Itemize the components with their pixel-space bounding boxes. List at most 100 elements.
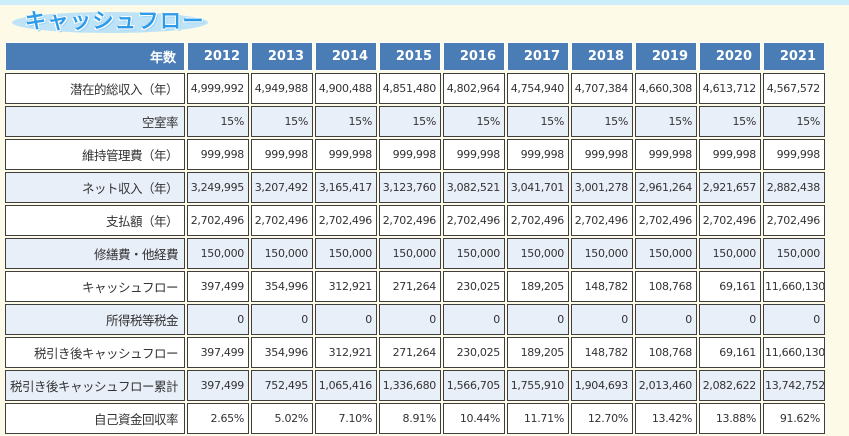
row-label: 所得税等税金 <box>5 304 185 335</box>
table-row: 税引き後キャッシュフロー累計 397,499 752,495 1,065,416 1,3… <box>5 370 825 401</box>
year-header-cell: 2018 <box>571 42 633 71</box>
value-cell: 150,000 <box>635 238 697 269</box>
value-cell: 15% <box>251 106 313 137</box>
value-cell: 1,755,910 <box>507 370 569 401</box>
value-cell: 13.88% <box>699 403 761 434</box>
value-cell: 0 <box>763 304 825 335</box>
value-cell: 2,961,264 <box>635 172 697 203</box>
value-cell: 69,161 <box>699 337 761 368</box>
row-label: 潜在的総収入（年） <box>5 73 185 104</box>
value-cell: 354,996 <box>251 271 313 302</box>
value-cell: 150,000 <box>187 238 249 269</box>
cashflow-table: 年数 2012 2013 2014 2015 2016 2017 2018 2019 2020 2… <box>3 40 827 436</box>
page-title: キャッシュフロー <box>12 4 242 36</box>
table-body: 潜在的総収入（年） 4,999,992 4,949,988 4,900,488 4,85… <box>5 73 825 434</box>
row-label: ネット収入（年） <box>5 172 185 203</box>
value-cell: 999,998 <box>635 139 697 170</box>
table-row: 修繕費・他経費 150,000 150,000 150,000 150,000 150,0… <box>5 238 825 269</box>
value-cell: 15% <box>443 106 505 137</box>
value-cell: 3,001,278 <box>571 172 633 203</box>
row-label: キャッシュフロー <box>5 271 185 302</box>
value-cell: 2,702,496 <box>699 205 761 236</box>
value-cell: 15% <box>763 106 825 137</box>
value-cell: 11,660,130 <box>763 271 825 302</box>
value-cell: 271,264 <box>379 337 441 368</box>
value-cell: 10.44% <box>443 403 505 434</box>
value-cell: 999,998 <box>187 139 249 170</box>
value-cell: 150,000 <box>763 238 825 269</box>
value-cell: 2,702,496 <box>251 205 313 236</box>
value-cell: 11,660,130 <box>763 337 825 368</box>
year-header-cell: 2014 <box>315 42 377 71</box>
value-cell: 0 <box>443 304 505 335</box>
year-header-cell: 2015 <box>379 42 441 71</box>
value-cell: 2,702,496 <box>507 205 569 236</box>
table-header-row: 年数 2012 2013 2014 2015 2016 2017 2018 2019 2020 2… <box>5 42 825 71</box>
value-cell: 4,613,712 <box>699 73 761 104</box>
value-cell: 999,998 <box>571 139 633 170</box>
value-cell: 2,702,496 <box>187 205 249 236</box>
value-cell: 4,851,480 <box>379 73 441 104</box>
value-cell: 7.10% <box>315 403 377 434</box>
value-cell: 3,249,995 <box>187 172 249 203</box>
value-cell: 12.70% <box>571 403 633 434</box>
value-cell: 3,207,492 <box>251 172 313 203</box>
value-cell: 189,205 <box>507 337 569 368</box>
value-cell: 3,082,521 <box>443 172 505 203</box>
table-row: 自己資金回収率 2.65% 5.02% 7.10% 8.91% 10.44% 11.71% 1… <box>5 403 825 434</box>
value-cell: 150,000 <box>315 238 377 269</box>
page-title-text: キャッシュフロー <box>25 9 205 33</box>
value-cell: 2,702,496 <box>635 205 697 236</box>
value-cell: 13.42% <box>635 403 697 434</box>
value-cell: 2,702,496 <box>315 205 377 236</box>
value-cell: 150,000 <box>699 238 761 269</box>
value-cell: 2,082,622 <box>699 370 761 401</box>
row-label: 維持管理費（年） <box>5 139 185 170</box>
year-header-cell: 2016 <box>443 42 505 71</box>
value-cell: 15% <box>699 106 761 137</box>
value-cell: 0 <box>379 304 441 335</box>
value-cell: 150,000 <box>443 238 505 269</box>
value-cell: 752,495 <box>251 370 313 401</box>
row-label: 税引き後キャッシュフロー <box>5 337 185 368</box>
value-cell: 230,025 <box>443 271 505 302</box>
value-cell: 148,782 <box>571 337 633 368</box>
value-cell: 15% <box>315 106 377 137</box>
value-cell: 148,782 <box>571 271 633 302</box>
value-cell: 4,707,384 <box>571 73 633 104</box>
top-accent-strip <box>0 0 849 5</box>
value-cell: 0 <box>507 304 569 335</box>
year-header-cell: 2019 <box>635 42 697 71</box>
value-cell: 999,998 <box>379 139 441 170</box>
value-cell: 2,882,438 <box>763 172 825 203</box>
value-cell: 2,702,496 <box>571 205 633 236</box>
table-row: 所得税等税金 0 0 0 0 0 0 0 0 0 0 <box>5 304 825 335</box>
value-cell: 8.91% <box>379 403 441 434</box>
value-cell: 354,996 <box>251 337 313 368</box>
table-row: キャッシュフロー 397,499 354,996 312,921 271,264 230,… <box>5 271 825 302</box>
table-row: ネット収入（年） 3,249,995 3,207,492 3,165,417 3,123… <box>5 172 825 203</box>
value-cell: 397,499 <box>187 337 249 368</box>
value-cell: 91.62% <box>763 403 825 434</box>
value-cell: 2,702,496 <box>443 205 505 236</box>
value-cell: 3,041,701 <box>507 172 569 203</box>
row-label: 支払額（年） <box>5 205 185 236</box>
value-cell: 150,000 <box>507 238 569 269</box>
value-cell: 2,702,496 <box>763 205 825 236</box>
row-label: 空室率 <box>5 106 185 137</box>
value-cell: 999,998 <box>699 139 761 170</box>
value-cell: 11.71% <box>507 403 569 434</box>
value-cell: 0 <box>699 304 761 335</box>
value-cell: 397,499 <box>187 271 249 302</box>
value-cell: 15% <box>571 106 633 137</box>
value-cell: 3,123,760 <box>379 172 441 203</box>
year-axis-header: 年数 <box>5 42 185 71</box>
value-cell: 2,702,496 <box>379 205 441 236</box>
value-cell: 999,998 <box>443 139 505 170</box>
value-cell: 15% <box>635 106 697 137</box>
value-cell: 69,161 <box>699 271 761 302</box>
value-cell: 0 <box>187 304 249 335</box>
year-header-cell: 2021 <box>763 42 825 71</box>
value-cell: 230,025 <box>443 337 505 368</box>
